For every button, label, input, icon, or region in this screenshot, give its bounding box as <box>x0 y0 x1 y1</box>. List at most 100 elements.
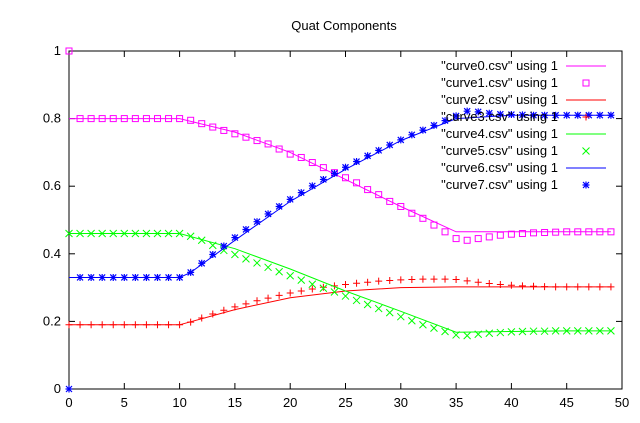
series-line <box>69 118 611 233</box>
series-line <box>69 286 611 326</box>
data-point <box>485 233 493 241</box>
data-point <box>474 108 482 116</box>
data-point <box>430 221 438 229</box>
data-point <box>286 271 295 280</box>
data-point <box>386 277 394 285</box>
data-point <box>131 321 139 329</box>
data-point <box>441 228 449 236</box>
legend-sample <box>582 181 590 189</box>
data-point <box>541 229 549 237</box>
data-point <box>120 229 129 238</box>
x-tick-label: 30 <box>394 395 408 410</box>
x-tick-label: 25 <box>338 395 352 410</box>
data-point <box>607 228 615 236</box>
data-point <box>485 280 493 288</box>
data-point <box>496 281 504 289</box>
data-point <box>518 111 526 119</box>
data-point <box>87 321 95 329</box>
data-point <box>441 117 449 125</box>
data-point <box>562 327 571 335</box>
data-point <box>364 152 372 160</box>
data-point <box>76 229 84 238</box>
data-point <box>220 242 228 250</box>
legend-label: "curve4.csv" using 1 <box>441 126 558 141</box>
data-point <box>507 281 515 289</box>
data-point <box>231 303 239 311</box>
data-point <box>430 121 438 129</box>
data-point <box>319 164 327 172</box>
data-point <box>153 321 161 329</box>
data-point <box>187 318 195 326</box>
data-point <box>375 191 383 199</box>
data-point <box>574 228 582 236</box>
data-point <box>375 277 383 285</box>
data-point <box>308 159 316 167</box>
data-point <box>408 209 416 217</box>
data-point <box>142 273 150 281</box>
data-point <box>386 141 394 149</box>
data-point <box>120 273 128 281</box>
series-7 <box>65 107 615 393</box>
data-point <box>364 186 372 194</box>
x-tick-label: 45 <box>559 395 573 410</box>
data-point <box>397 202 405 210</box>
x-tick-label: 0 <box>65 395 72 410</box>
data-point <box>574 283 582 291</box>
data-point <box>76 115 84 123</box>
data-point <box>131 273 139 281</box>
data-point <box>529 327 538 336</box>
data-point <box>275 145 283 153</box>
data-point <box>452 331 460 339</box>
data-point <box>574 111 582 119</box>
data-point <box>330 169 338 177</box>
data-point <box>496 328 505 337</box>
x-tick-label: 35 <box>449 395 463 410</box>
data-point <box>319 175 327 183</box>
data-point <box>253 259 261 267</box>
legend-label: "curve6.csv" using 1 <box>441 160 558 175</box>
data-point <box>585 111 593 119</box>
data-point <box>430 275 438 283</box>
x-tick-label: 50 <box>615 395 629 410</box>
data-point <box>342 174 349 182</box>
data-point <box>408 131 416 139</box>
legend-sample <box>582 79 590 87</box>
data-point <box>297 153 305 161</box>
data-point <box>142 229 151 238</box>
data-point <box>297 287 305 295</box>
data-point <box>452 275 460 283</box>
data-point <box>87 115 95 123</box>
data-point <box>98 229 107 238</box>
data-point <box>242 255 250 263</box>
data-point <box>474 235 482 243</box>
data-point <box>76 273 84 281</box>
series-4 <box>69 233 611 333</box>
data-point <box>286 150 294 158</box>
data-point <box>242 300 250 308</box>
data-point <box>109 229 118 238</box>
data-point <box>596 327 604 335</box>
x-tick-label: 20 <box>283 395 297 410</box>
data-point <box>419 214 427 222</box>
data-point <box>496 231 504 239</box>
data-point <box>176 273 184 281</box>
data-point <box>408 316 416 325</box>
data-point <box>518 282 526 290</box>
legend-label: "curve1.csv" using 1 <box>441 75 558 90</box>
chart-title: Quat Components <box>291 18 397 33</box>
data-point <box>507 328 516 336</box>
data-point <box>541 111 549 119</box>
data-point <box>485 329 494 338</box>
data-point <box>607 111 615 119</box>
series-layer <box>65 47 615 393</box>
data-point <box>530 282 538 290</box>
data-point <box>485 109 493 117</box>
data-point <box>176 115 184 123</box>
data-point <box>153 273 161 281</box>
data-point <box>109 273 117 281</box>
data-point <box>507 111 515 119</box>
data-point <box>386 197 394 205</box>
data-point <box>607 327 615 335</box>
data-point <box>142 115 150 123</box>
data-point <box>408 275 416 283</box>
